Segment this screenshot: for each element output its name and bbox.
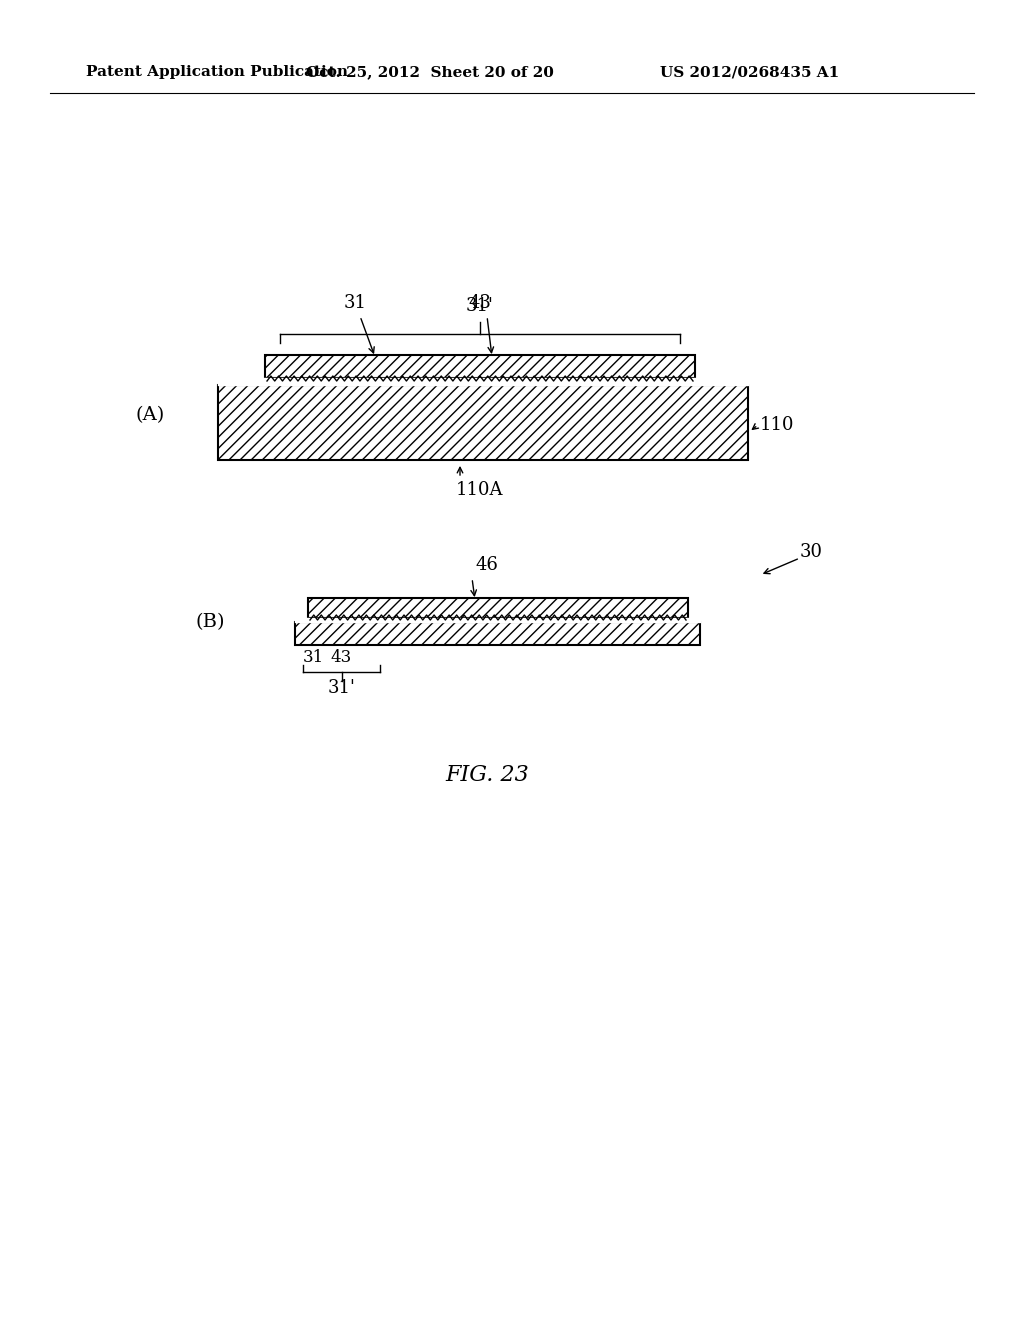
Text: (A): (A) bbox=[135, 407, 165, 424]
Text: 43: 43 bbox=[469, 294, 492, 312]
Text: 110: 110 bbox=[760, 416, 795, 434]
Bar bbox=[265, 355, 695, 378]
Bar bbox=[308, 598, 688, 618]
Text: 110A: 110A bbox=[457, 480, 504, 499]
Text: 31': 31' bbox=[328, 678, 355, 697]
Text: 43: 43 bbox=[331, 649, 351, 667]
Bar bbox=[295, 622, 700, 645]
Bar bbox=[295, 622, 700, 645]
Text: 31: 31 bbox=[302, 649, 324, 667]
Text: 46: 46 bbox=[475, 556, 499, 574]
Text: FIG. 23: FIG. 23 bbox=[445, 764, 528, 785]
Bar bbox=[218, 385, 748, 459]
Text: Patent Application Publication: Patent Application Publication bbox=[86, 65, 348, 79]
Text: US 2012/0268435 A1: US 2012/0268435 A1 bbox=[660, 65, 840, 79]
Bar bbox=[218, 385, 748, 459]
Text: (B): (B) bbox=[196, 612, 224, 631]
Text: 31: 31 bbox=[343, 294, 367, 312]
Text: 30: 30 bbox=[800, 543, 823, 561]
Text: 31': 31' bbox=[466, 297, 494, 315]
Bar bbox=[265, 355, 695, 378]
Text: Oct. 25, 2012  Sheet 20 of 20: Oct. 25, 2012 Sheet 20 of 20 bbox=[306, 65, 554, 79]
Bar bbox=[308, 598, 688, 618]
